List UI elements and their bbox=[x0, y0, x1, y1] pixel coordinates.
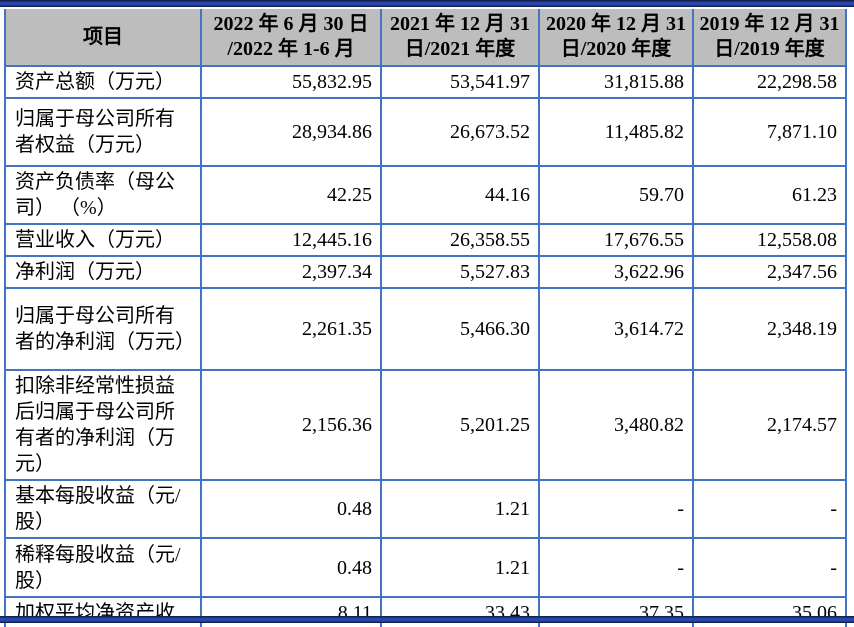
value-cell: 2,397.34 bbox=[200, 255, 382, 289]
table-row: 基本每股收益（元/股） 0.48 1.21 - - bbox=[4, 479, 847, 539]
value-cell: 17,676.55 bbox=[538, 223, 694, 257]
value-cell: 55,832.95 bbox=[200, 65, 382, 99]
column-header-2019: 2019 年 12 月 31 日/2019 年度 bbox=[692, 9, 847, 67]
value-cell: 3,622.96 bbox=[538, 255, 694, 289]
value-cell: 3,614.72 bbox=[538, 287, 694, 371]
value-cell: 2,348.19 bbox=[692, 287, 847, 371]
table-row: 资产负债率（母公司） （%） 42.25 44.16 59.70 61.23 bbox=[4, 165, 847, 225]
value-cell: 0.48 bbox=[200, 537, 382, 598]
value-cell: 3,480.82 bbox=[538, 369, 694, 481]
value-cell: 2,261.35 bbox=[200, 287, 382, 371]
row-label-cell: 稀释每股收益（元/股） bbox=[4, 537, 202, 598]
row-label-cell: 资产负债率（母公司） （%） bbox=[4, 165, 202, 225]
value-cell: 31,815.88 bbox=[538, 65, 694, 99]
row-label-cell: 基本每股收益（元/股） bbox=[4, 479, 202, 539]
value-cell: 5,527.83 bbox=[380, 255, 540, 289]
row-label-cell: 营业收入（万元） bbox=[4, 223, 202, 257]
value-cell: 59.70 bbox=[538, 165, 694, 225]
table-row: 扣除非经常性损益后归属于母公司所有者的净利润（万元） 2,156.36 5,20… bbox=[4, 369, 847, 481]
column-header-2021: 2021 年 12 月 31 日/2021 年度 bbox=[380, 9, 540, 67]
row-label-cell: 归属于母公司所有者权益（万元） bbox=[4, 97, 202, 167]
value-cell: 12,558.08 bbox=[692, 223, 847, 257]
value-cell: 1.21 bbox=[380, 479, 540, 539]
value-cell: 22,298.58 bbox=[692, 65, 847, 99]
table-row: 归属于母公司所有者的净利润（万元） 2,261.35 5,466.30 3,61… bbox=[4, 287, 847, 371]
value-cell: - bbox=[692, 537, 847, 598]
row-label-cell: 资产总额（万元） bbox=[4, 65, 202, 99]
row-label-cell: 归属于母公司所有者的净利润（万元） bbox=[4, 287, 202, 371]
top-divider-bar bbox=[0, 0, 854, 7]
value-cell: 2,347.56 bbox=[692, 255, 847, 289]
value-cell: 5,466.30 bbox=[380, 287, 540, 371]
value-cell: 44.16 bbox=[380, 165, 540, 225]
value-cell: 53,541.97 bbox=[380, 65, 540, 99]
value-cell: 12,445.16 bbox=[200, 223, 382, 257]
value-cell: 0.48 bbox=[200, 479, 382, 539]
value-cell: 11,485.82 bbox=[538, 97, 694, 167]
value-cell: 26,673.52 bbox=[380, 97, 540, 167]
row-label-cell: 扣除非经常性损益后归属于母公司所有者的净利润（万元） bbox=[4, 369, 202, 481]
value-cell: 2,156.36 bbox=[200, 369, 382, 481]
value-cell: - bbox=[538, 479, 694, 539]
table-row: 资产总额（万元） 55,832.95 53,541.97 31,815.88 2… bbox=[4, 65, 847, 99]
column-header-item: 项目 bbox=[4, 9, 202, 67]
value-cell: - bbox=[692, 479, 847, 539]
table-row: 稀释每股收益（元/股） 0.48 1.21 - - bbox=[4, 537, 847, 598]
financial-summary-table: 项目 2022 年 6 月 30 日 /2022 年 1-6 月 2021 年 … bbox=[4, 9, 847, 627]
value-cell: 7,871.10 bbox=[692, 97, 847, 167]
value-cell: 26,358.55 bbox=[380, 223, 540, 257]
table-row: 净利润（万元） 2,397.34 5,527.83 3,622.96 2,347… bbox=[4, 255, 847, 289]
value-cell: 28,934.86 bbox=[200, 97, 382, 167]
bottom-divider-bar bbox=[0, 616, 854, 623]
row-label-cell: 净利润（万元） bbox=[4, 255, 202, 289]
table-header-row: 项目 2022 年 6 月 30 日 /2022 年 1-6 月 2021 年 … bbox=[4, 9, 847, 67]
value-cell: 2,174.57 bbox=[692, 369, 847, 481]
column-header-2020: 2020 年 12 月 31 日/2020 年度 bbox=[538, 9, 694, 67]
column-header-2022: 2022 年 6 月 30 日 /2022 年 1-6 月 bbox=[200, 9, 382, 67]
value-cell: 61.23 bbox=[692, 165, 847, 225]
table-row: 归属于母公司所有者权益（万元） 28,934.86 26,673.52 11,4… bbox=[4, 97, 847, 167]
value-cell: 1.21 bbox=[380, 537, 540, 598]
value-cell: - bbox=[538, 537, 694, 598]
value-cell: 42.25 bbox=[200, 165, 382, 225]
table-row: 营业收入（万元） 12,445.16 26,358.55 17,676.55 1… bbox=[4, 223, 847, 257]
value-cell: 5,201.25 bbox=[380, 369, 540, 481]
